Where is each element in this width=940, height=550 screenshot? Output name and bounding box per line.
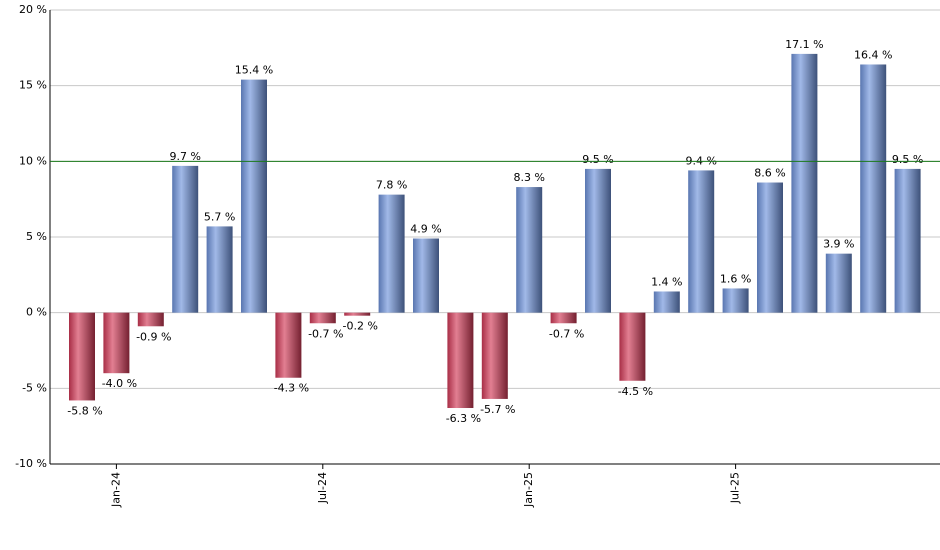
data-label: 9.5 % bbox=[582, 153, 613, 166]
data-label: 15.4 % bbox=[235, 64, 273, 77]
bar bbox=[722, 288, 749, 313]
y-tick-label: -10 % bbox=[15, 457, 47, 470]
x-tick-label: Jan-25 bbox=[522, 472, 535, 508]
bar bbox=[447, 312, 474, 409]
data-label: -0.7 % bbox=[549, 327, 584, 340]
data-label: 9.5 % bbox=[892, 153, 923, 166]
bar bbox=[619, 312, 646, 381]
data-label: -4.0 % bbox=[102, 377, 137, 390]
bar bbox=[103, 312, 130, 374]
bar bbox=[378, 194, 405, 313]
data-label: 17.1 % bbox=[785, 38, 823, 51]
data-label: 16.4 % bbox=[854, 48, 892, 61]
bar bbox=[413, 238, 439, 313]
y-tick-label: -5 % bbox=[22, 381, 47, 394]
bar bbox=[172, 165, 199, 313]
data-label: -4.3 % bbox=[274, 382, 309, 395]
bar bbox=[481, 312, 508, 399]
data-label: 7.8 % bbox=[376, 179, 407, 192]
data-label: -4.5 % bbox=[618, 385, 653, 398]
bar bbox=[344, 312, 371, 316]
bar bbox=[825, 253, 852, 313]
bar bbox=[137, 312, 164, 327]
y-tick-label: 0 % bbox=[26, 306, 47, 319]
y-tick-label: 5 % bbox=[26, 230, 47, 243]
y-tick-label: 20 % bbox=[19, 3, 47, 16]
data-label: -5.8 % bbox=[67, 404, 102, 417]
x-tick-label: Jul-24 bbox=[316, 472, 329, 504]
data-label: -6.3 % bbox=[446, 412, 481, 425]
data-label: -0.9 % bbox=[136, 330, 171, 343]
data-label: -0.2 % bbox=[342, 320, 377, 333]
bar bbox=[309, 312, 336, 324]
x-tick-label: Jan-24 bbox=[109, 472, 122, 508]
data-label: 9.7 % bbox=[169, 150, 200, 163]
data-label: 4.9 % bbox=[410, 223, 441, 236]
bar bbox=[757, 182, 783, 313]
bar bbox=[516, 187, 543, 313]
x-tick-label: Jul-25 bbox=[729, 472, 742, 504]
data-label: 1.6 % bbox=[720, 272, 751, 285]
data-label: 1.4 % bbox=[651, 275, 682, 288]
data-label: -5.7 % bbox=[480, 403, 515, 416]
y-tick-label: 10 % bbox=[19, 154, 47, 167]
bar bbox=[241, 79, 267, 313]
bar bbox=[860, 64, 887, 313]
bar bbox=[791, 53, 818, 313]
bar bbox=[550, 312, 577, 324]
data-label: 8.3 % bbox=[513, 171, 544, 184]
data-label: 8.6 % bbox=[754, 167, 785, 180]
bar bbox=[69, 312, 95, 401]
bar bbox=[653, 291, 680, 313]
data-label: 3.9 % bbox=[823, 238, 854, 251]
data-label: -0.7 % bbox=[308, 327, 343, 340]
bar bbox=[206, 226, 233, 313]
bar bbox=[585, 168, 611, 313]
bar bbox=[894, 168, 921, 313]
bar bbox=[688, 170, 715, 313]
data-label: 5.7 % bbox=[204, 210, 235, 223]
y-tick-label: 15 % bbox=[19, 79, 47, 92]
bar bbox=[275, 312, 302, 378]
